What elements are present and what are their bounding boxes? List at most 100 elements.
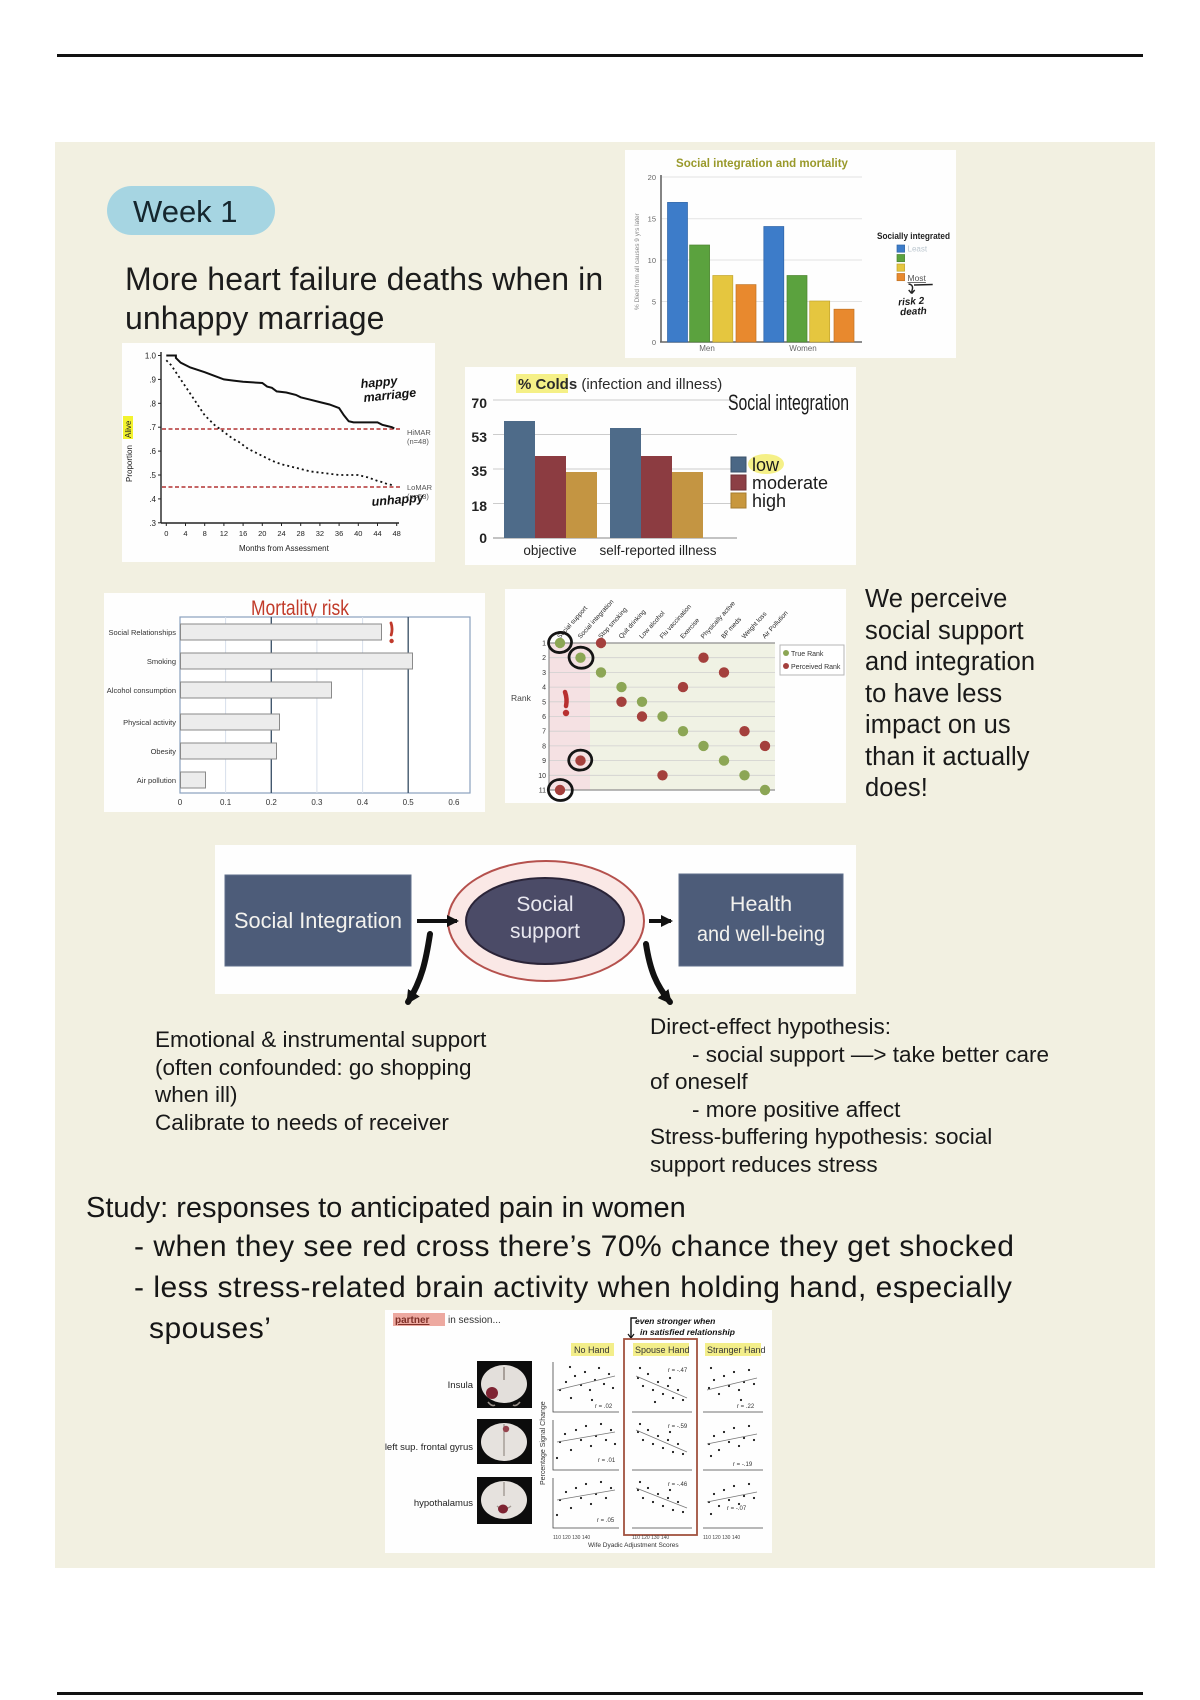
svg-text:r = -.46: r = -.46 [668, 1482, 688, 1488]
svg-text:Obesity: Obesity [151, 747, 177, 756]
svg-text:Mortality risk: Mortality risk [251, 597, 349, 620]
svg-text:0.5: 0.5 [403, 798, 415, 807]
svg-text:Health: Health [730, 892, 792, 916]
svg-text:1: 1 [542, 641, 546, 648]
svg-text:32: 32 [316, 529, 324, 538]
svg-text:9: 9 [542, 758, 546, 765]
svg-text:35: 35 [471, 463, 487, 479]
svg-text:No Hand: No Hand [574, 1345, 610, 1355]
svg-text:Stranger Hand: Stranger Hand [707, 1345, 766, 1355]
svg-text:happy: happy [360, 374, 399, 391]
svg-text:.6: .6 [149, 447, 156, 456]
svg-text:Social: Social [516, 893, 573, 916]
svg-text:.3: .3 [149, 519, 156, 528]
svg-text:36: 36 [335, 529, 343, 538]
svg-text:HiMAR: HiMAR [407, 428, 431, 437]
svg-text:Least: Least [908, 245, 928, 254]
svg-text:40: 40 [354, 529, 362, 538]
svg-text:Smoking: Smoking [147, 657, 176, 666]
svg-text:True Rank: True Rank [791, 651, 824, 658]
svg-text:and well-being: and well-being [697, 922, 825, 946]
svg-text:.8: .8 [149, 399, 156, 408]
svg-text:48: 48 [393, 529, 401, 538]
svg-text:0.4: 0.4 [357, 798, 369, 807]
svg-text:moderate: moderate [752, 473, 828, 493]
svg-text:8: 8 [203, 529, 207, 538]
svg-text:5: 5 [652, 298, 656, 307]
svg-text:support: support [510, 920, 580, 943]
svg-text:4: 4 [542, 685, 546, 692]
svg-text:24: 24 [277, 529, 285, 538]
svg-text:0: 0 [479, 530, 487, 546]
svg-text:left sup. frontal gyrus: left sup. frontal gyrus [385, 1442, 473, 1453]
svg-text:0.2: 0.2 [266, 798, 278, 807]
svg-text:10: 10 [648, 256, 656, 265]
svg-text:8: 8 [542, 743, 546, 750]
svg-text:even stronger when: even stronger when [635, 1316, 715, 1326]
svg-text:high: high [752, 491, 786, 511]
svg-text:53: 53 [471, 429, 487, 445]
svg-text:18: 18 [471, 498, 487, 514]
svg-text:self-reported illness: self-reported illness [599, 543, 716, 558]
svg-text:LoMAR: LoMAR [407, 483, 433, 492]
svg-text:15: 15 [648, 215, 656, 224]
svg-text:70: 70 [471, 395, 487, 411]
svg-text:.4: .4 [149, 495, 156, 504]
svg-text:4: 4 [183, 529, 187, 538]
svg-text:12: 12 [220, 529, 228, 538]
svg-text:(n=48): (n=48) [407, 437, 429, 446]
svg-text:44: 44 [373, 529, 381, 538]
svg-text:risk 2: risk 2 [898, 296, 925, 309]
svg-text:objective: objective [523, 543, 576, 558]
svg-text:0: 0 [652, 338, 656, 347]
svg-text:7: 7 [542, 729, 546, 736]
svg-text:unhappy: unhappy [371, 490, 425, 509]
svg-text:16: 16 [239, 529, 247, 538]
svg-text:Insula: Insula [448, 1380, 474, 1391]
svg-text:r = -.19: r = -.19 [733, 1462, 753, 1468]
svg-text:hypothalamus: hypothalamus [414, 1498, 473, 1509]
svg-text:Spouse Hand: Spouse Hand [635, 1345, 690, 1355]
svg-text:Proportion: Proportion [125, 445, 134, 482]
svg-text:.7: .7 [149, 423, 156, 432]
svg-text:6: 6 [542, 714, 546, 721]
svg-text:Socially integrated: Socially integrated [877, 231, 950, 242]
svg-text:Social integration: Social integration [728, 390, 849, 415]
svg-text:r = .22: r = .22 [737, 1404, 755, 1410]
svg-text:0.6: 0.6 [448, 798, 460, 807]
svg-text:Perceived Rank: Perceived Rank [791, 664, 841, 671]
svg-text:% Colds (infection and illness: % Colds (infection and illness) [518, 376, 722, 393]
svg-text:Air pollution: Air pollution [137, 776, 176, 785]
svg-text:2: 2 [542, 655, 546, 662]
svg-text:.5: .5 [149, 471, 156, 480]
svg-text:10: 10 [538, 773, 546, 780]
svg-text:0: 0 [178, 798, 183, 807]
svg-text:Alcohol consumption: Alcohol consumption [107, 686, 176, 695]
svg-text:in session...: in session... [448, 1315, 501, 1326]
svg-text:Percentage Signal Change: Percentage Signal Change [540, 1401, 547, 1485]
svg-text:Women: Women [789, 344, 816, 353]
svg-text:28: 28 [297, 529, 305, 538]
svg-text:110 120 130 140: 110 120 130 140 [703, 1535, 740, 1541]
svg-text:low: low [752, 455, 780, 475]
svg-text:Social integration: Social integration [577, 598, 616, 640]
svg-text:110 120 130 140: 110 120 130 140 [553, 1535, 590, 1541]
svg-text:3: 3 [542, 670, 546, 677]
svg-text:0: 0 [164, 529, 168, 538]
svg-text:Exercise: Exercise [679, 617, 701, 640]
svg-text:0.3: 0.3 [311, 798, 323, 807]
svg-text:r = -.59: r = -.59 [668, 1424, 688, 1430]
svg-text:(n=53): (n=53) [407, 492, 429, 501]
svg-text:0.1: 0.1 [220, 798, 232, 807]
svg-text:in satisfied relationship: in satisfied relationship [640, 1327, 735, 1337]
svg-text:Physically active: Physically active [700, 600, 737, 640]
svg-text:Most: Most [908, 273, 927, 283]
svg-text:Wife Dyadic Adjustment Scores: Wife Dyadic Adjustment Scores [588, 1542, 679, 1549]
svg-text:partner: partner [395, 1315, 430, 1326]
svg-text:110 120 130 140: 110 120 130 140 [632, 1535, 669, 1541]
svg-text:20: 20 [258, 529, 266, 538]
svg-text:Social Integration: Social Integration [234, 908, 402, 933]
svg-text:5: 5 [542, 699, 546, 706]
svg-text:11: 11 [539, 788, 546, 795]
svg-text:Rank: Rank [511, 693, 532, 703]
